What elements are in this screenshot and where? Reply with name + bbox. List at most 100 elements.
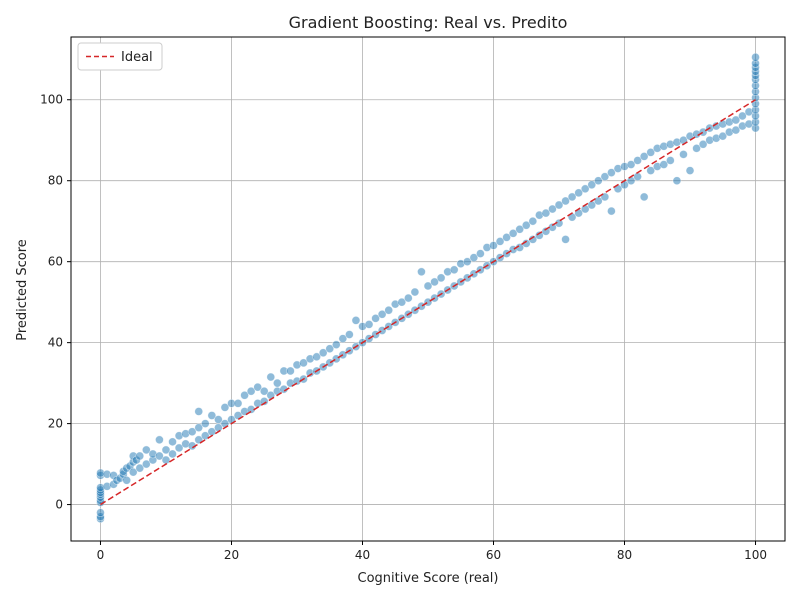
y-tick-label: 80 xyxy=(48,174,63,188)
scatter-point xyxy=(266,372,276,382)
scatter-point xyxy=(161,455,171,465)
scatter-point xyxy=(345,330,354,339)
scatter-point xyxy=(128,467,138,477)
x-tick-label: 0 xyxy=(97,548,105,562)
scatter-point xyxy=(200,419,210,428)
scatter-point xyxy=(639,152,649,161)
scatter-point xyxy=(541,227,551,236)
scatter-point xyxy=(331,340,341,349)
scatter-point xyxy=(377,310,387,319)
scatter-point xyxy=(521,220,531,230)
scatter-point xyxy=(561,196,570,206)
scatter-point xyxy=(751,52,760,62)
scatter-point xyxy=(286,366,295,376)
plot-frame xyxy=(70,36,786,542)
y-tick-label: 0 xyxy=(55,498,63,512)
scatter-point xyxy=(233,399,243,408)
scatter-point xyxy=(685,166,695,175)
scatter-point xyxy=(246,386,256,396)
scatter-point xyxy=(187,427,197,436)
scatter-point xyxy=(587,180,597,190)
scatter-point xyxy=(430,277,439,287)
legend-ideal-label: Ideal xyxy=(121,50,153,65)
scatter-point xyxy=(410,287,420,297)
scatter-point xyxy=(168,437,177,447)
x-axis-label: Cognitive Score (real) xyxy=(358,571,499,586)
scatter-point xyxy=(200,431,210,441)
y-tick-label: 60 xyxy=(48,255,63,269)
scatter-point xyxy=(679,150,688,159)
scatter-point xyxy=(600,172,610,181)
x-tick-label: 80 xyxy=(617,548,632,562)
scatter-point xyxy=(607,168,616,177)
scatter-point xyxy=(633,172,642,181)
scatter-point xyxy=(174,443,184,453)
scatter-point xyxy=(404,293,413,303)
scatter-point xyxy=(142,459,151,469)
scatter-point xyxy=(207,411,217,420)
scatter-point xyxy=(194,423,204,432)
scatter-point xyxy=(364,320,374,329)
x-tick-label: 60 xyxy=(486,548,501,562)
scatter-point xyxy=(567,192,577,202)
y-tick-label: 20 xyxy=(48,417,63,431)
scatter-point xyxy=(168,449,177,459)
scatter-point xyxy=(273,378,282,388)
scatter-point xyxy=(528,216,538,226)
scatter-point xyxy=(502,233,511,242)
scatter-point xyxy=(423,281,433,291)
scatter-point xyxy=(371,314,380,323)
x-tick-label: 100 xyxy=(744,548,767,562)
legend-box xyxy=(77,42,163,71)
legend: Ideal xyxy=(77,42,163,71)
scatter-point xyxy=(698,139,708,149)
scatter-point xyxy=(384,305,393,315)
scatter-point xyxy=(259,397,269,406)
grid xyxy=(71,37,785,541)
scatter-point xyxy=(220,403,230,412)
scatter-point xyxy=(253,382,262,392)
scatter-point xyxy=(449,265,459,275)
scatter-point xyxy=(122,475,131,485)
scatter-point xyxy=(463,257,472,266)
scatter-point xyxy=(580,184,590,194)
scatter-point xyxy=(515,224,525,234)
x-tick-label: 20 xyxy=(224,548,239,562)
scatter-point xyxy=(436,273,446,283)
scatter-point xyxy=(312,352,321,362)
scatter-point xyxy=(161,445,171,455)
scatter-point xyxy=(469,253,479,262)
axis-ticks: 0 20 40 60 80 100 0 20 40 60 80 100 xyxy=(40,93,767,562)
scatter-point xyxy=(417,267,426,277)
scatter-point xyxy=(318,348,328,358)
scatter-point xyxy=(155,451,164,461)
scatter-point xyxy=(397,297,407,307)
ideal-line xyxy=(100,99,756,506)
scatter-point xyxy=(325,344,335,354)
y-axis-label: Predicted Score xyxy=(15,239,30,341)
scatter-point xyxy=(214,415,223,424)
x-tick-label: 40 xyxy=(355,548,370,562)
scatter-point xyxy=(535,231,544,240)
scatter-point xyxy=(607,206,616,216)
scatter-point xyxy=(692,144,701,153)
scatter-point xyxy=(718,131,728,141)
scatter-point xyxy=(489,241,498,250)
scatter-point xyxy=(633,156,642,165)
scatter-point xyxy=(155,435,164,445)
scatter-point xyxy=(738,111,747,121)
scatter-point xyxy=(554,200,564,210)
scatter-point xyxy=(96,508,105,517)
scatter-point xyxy=(626,160,636,169)
scatter-point xyxy=(646,166,656,175)
scatter-point xyxy=(548,204,557,214)
scatter-point xyxy=(194,407,204,416)
scatter-point xyxy=(594,176,603,186)
scatter-point xyxy=(476,249,485,258)
scatter-point xyxy=(338,334,348,343)
scatter-point xyxy=(639,192,649,202)
scatter-point xyxy=(495,237,505,246)
y-tick-label: 100 xyxy=(40,93,63,107)
scatter-point xyxy=(135,463,145,473)
